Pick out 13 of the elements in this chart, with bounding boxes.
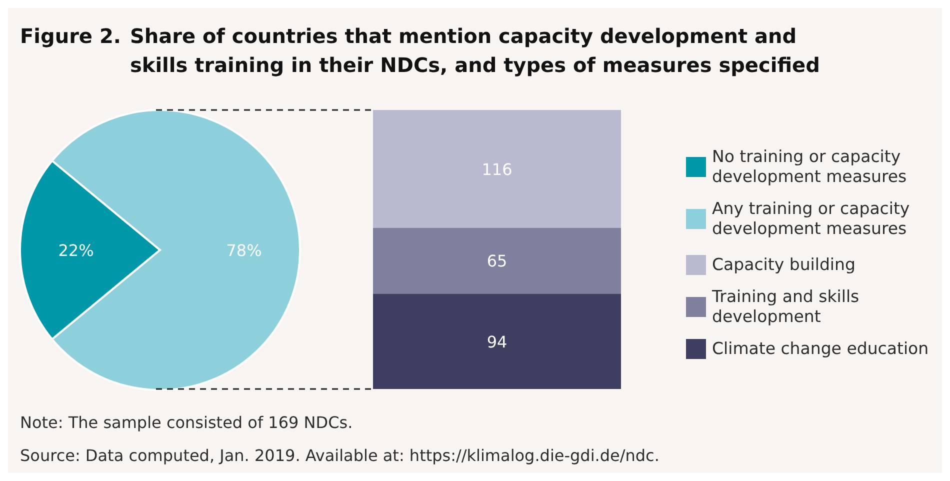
data-label: 94 (486, 332, 508, 352)
data-label: 78% (226, 241, 262, 260)
legend-label: Any training or capacity development measures (712, 199, 910, 238)
source-note: Source: Data computed, Jan. 2019. Available at: https://klimalog.die-gdi.de/ndc. (20, 446, 660, 465)
data-label: 65 (486, 252, 508, 271)
legend-label: No training or capacity development measures (712, 147, 907, 186)
chart-title: Figure 2. Share of countries that mention capacity development and skills training in their NDCs, and types of measures specified (20, 24, 820, 77)
legend-label: Climate change education (712, 339, 929, 358)
text: Note: The sample consisted of 169 NDCs. (20, 413, 353, 432)
legend-label: Capacity building (712, 255, 856, 274)
data-label: 116 (482, 160, 512, 179)
data-label: 22% (58, 241, 94, 260)
legend-label: Training and skills development (711, 287, 860, 326)
